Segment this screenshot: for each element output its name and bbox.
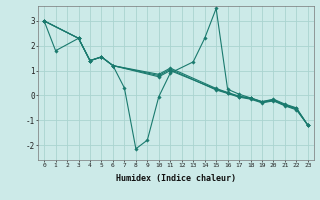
X-axis label: Humidex (Indice chaleur): Humidex (Indice chaleur) (116, 174, 236, 183)
